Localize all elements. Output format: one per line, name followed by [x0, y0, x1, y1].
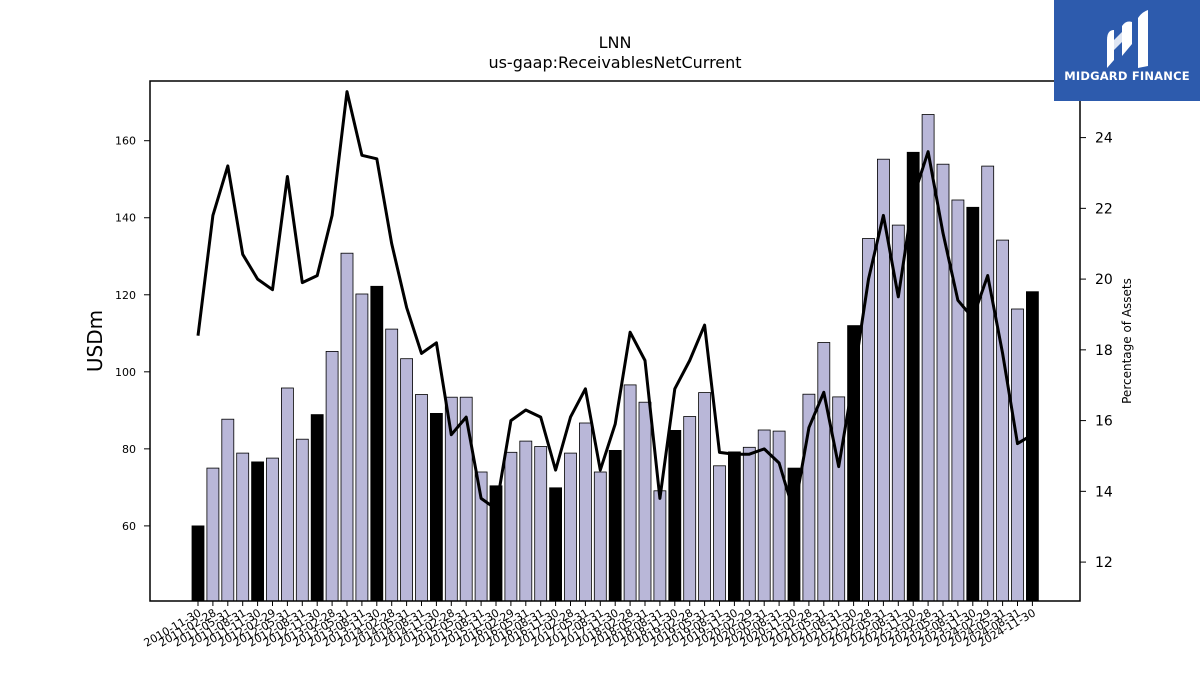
bar: [713, 465, 726, 602]
bar: [519, 440, 533, 602]
right-tick-label: 20: [1095, 272, 1113, 288]
bar: [683, 416, 697, 602]
brand-name: MIDGARD FINANCE: [1064, 69, 1190, 83]
chart-subtitle: us-gaap:ReceivablesNetCurrent: [488, 53, 741, 72]
bar: [832, 396, 846, 602]
bar: [698, 392, 711, 602]
right-tick-label: 18: [1095, 343, 1113, 359]
bar: [355, 293, 369, 602]
bar: [564, 452, 577, 602]
bar: [295, 438, 309, 602]
left-tick-label: 140: [115, 212, 136, 225]
bar: [325, 350, 339, 602]
y-axis-label: USDm: [83, 310, 107, 372]
bar: [742, 446, 756, 602]
bar: [981, 165, 995, 602]
x-axis: 2010-11-302011-02-282011-05-312011-08-31…: [142, 601, 1038, 650]
bar: [862, 238, 875, 602]
left-tick-label: 160: [115, 135, 136, 148]
bar: [817, 342, 831, 602]
midgard-logo-icon: [1107, 10, 1148, 68]
left-tick-label: 60: [122, 520, 136, 533]
bar: [728, 451, 741, 602]
right-tick-label: 22: [1095, 201, 1113, 217]
bar: [429, 412, 443, 602]
bar: [415, 394, 428, 602]
bar: [370, 285, 384, 602]
bar: [236, 452, 250, 602]
bar: [206, 467, 220, 602]
bar: [623, 384, 637, 602]
bar: [966, 206, 980, 602]
bar: [191, 525, 205, 602]
bar: [757, 429, 771, 602]
bar: [385, 328, 399, 602]
bar: [534, 446, 548, 602]
left-tick-label: 100: [115, 366, 136, 379]
bar: [996, 239, 1009, 602]
bar: [340, 252, 354, 602]
right-tick-label: 16: [1095, 414, 1113, 430]
bar: [593, 471, 607, 602]
bar: [638, 401, 652, 602]
bar: [579, 422, 592, 602]
bar: [951, 199, 965, 602]
bar: [877, 158, 890, 602]
line-layer: [196, 90, 1034, 515]
left-tick-label: 120: [115, 289, 136, 302]
bar: [504, 451, 518, 602]
bar: [653, 490, 667, 602]
bar: [847, 325, 860, 602]
bar: [251, 461, 265, 602]
left-axis: 60 80 100 120 140 160: [115, 135, 150, 533]
bar: [280, 387, 294, 602]
bar: [310, 414, 324, 602]
bar: [1026, 291, 1039, 602]
brand-logo: MIDGARD FINANCE: [1054, 0, 1200, 101]
bar: [668, 429, 682, 602]
bar: [921, 114, 935, 602]
bar: [772, 430, 786, 602]
bar: [549, 487, 562, 602]
right-tick-label: 24: [1095, 131, 1113, 147]
right-tick-label: 14: [1095, 484, 1113, 500]
bar: [221, 418, 235, 602]
y2-axis-label: Percentage of Assets: [1120, 278, 1134, 404]
percentage-line: [196, 90, 1034, 515]
bar: [400, 358, 414, 602]
chart-title: LNN: [599, 33, 632, 52]
bar: [266, 457, 279, 602]
left-tick-label: 80: [122, 443, 136, 456]
bar: [1011, 308, 1024, 602]
right-axis: 12 14 16 18 20 22 24: [1080, 131, 1113, 571]
right-tick-label: 12: [1095, 555, 1113, 571]
bars-layer: [191, 114, 1039, 602]
bar: [608, 449, 622, 602]
bar: [459, 396, 473, 602]
